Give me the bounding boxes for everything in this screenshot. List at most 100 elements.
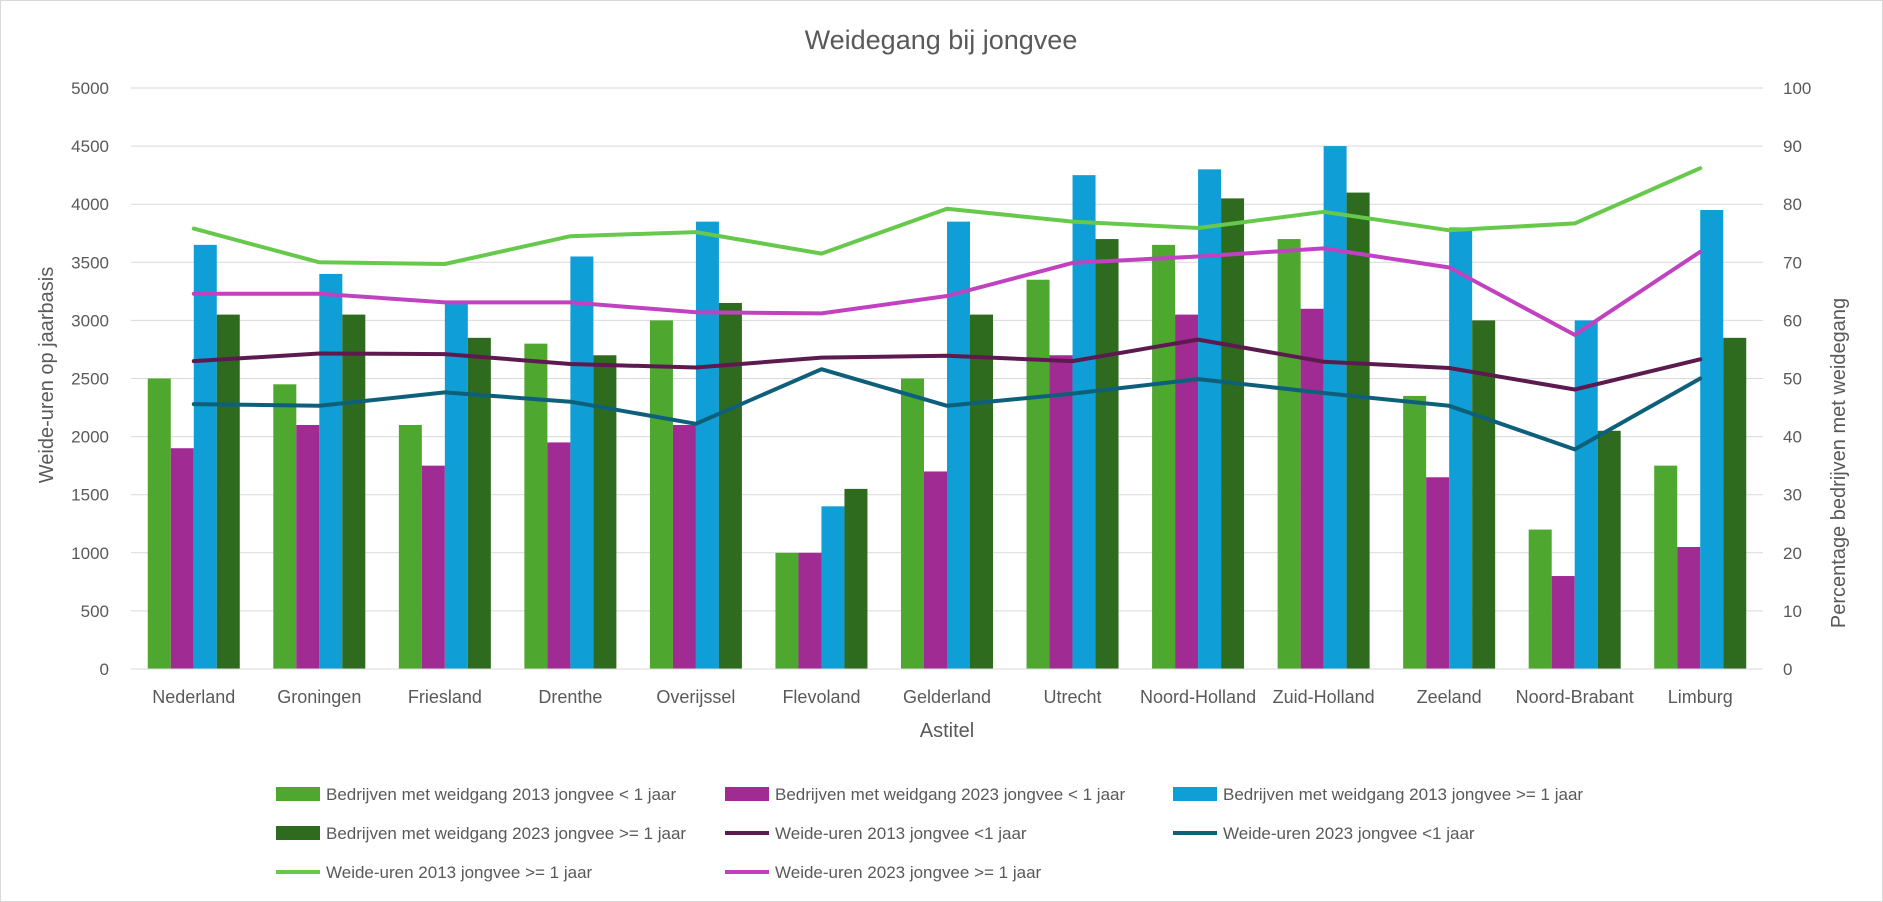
bar-2-zuid-holland (1300, 308, 1324, 669)
bar-1-noord-holland (1152, 244, 1176, 669)
bar-1-gelderland (901, 378, 924, 669)
bar-1-limburg (1654, 465, 1678, 669)
bar-3-groningen (319, 273, 343, 669)
bar-1-noord-brabant (1528, 529, 1552, 669)
bar-4-drenthe (593, 355, 617, 669)
right-tick-label: 50 (1783, 370, 1802, 389)
bar-3-overijssel (695, 221, 719, 669)
bar-2-zeeland (1426, 477, 1450, 669)
category-labels: Nederland Groningen Friesland Drenthe Overij… (152, 687, 1733, 707)
bar-2-utrecht (1049, 355, 1073, 669)
bar-4-overijssel (718, 302, 742, 669)
bar-1-friesland (398, 424, 422, 669)
bar-2-drenthe (547, 442, 571, 669)
right-tick-label: 20 (1783, 544, 1802, 563)
bar-2-groningen (296, 424, 320, 669)
legend-swatch (725, 787, 769, 801)
y-axis-title: Weide-uren op jaarbasis (36, 267, 58, 483)
right-tick-label: 60 (1783, 311, 1802, 330)
left-tick-label: 2500 (71, 370, 109, 389)
bar-4-zeeland (1472, 320, 1496, 669)
bar-layer (147, 146, 1747, 670)
bar-4-limburg (1723, 337, 1747, 669)
legend-swatch (1173, 787, 1217, 801)
bar-1-overijssel (649, 320, 673, 669)
bar-3-gelderland (947, 221, 970, 669)
left-tick-label: 1000 (71, 544, 109, 563)
bar-4-friesland (467, 337, 491, 669)
right-tick-label: 0 (1783, 660, 1792, 679)
right-tick-label: 90 (1783, 137, 1802, 156)
bar-3-limburg (1700, 210, 1724, 669)
legend-label: Weide-uren 2023 jongvee >= 1 jaar (775, 863, 1042, 882)
left-tick-label: 2000 (71, 428, 109, 447)
legend-label: Weide-uren 2013 jongvee <1 jaar (775, 824, 1027, 843)
legend-swatch (276, 826, 320, 840)
left-tick-label: 3500 (71, 253, 109, 272)
bar-3-noord-brabant (1574, 320, 1598, 669)
right-tick-label: 80 (1783, 195, 1802, 214)
left-tick-label: 500 (81, 602, 109, 621)
line-series-3 (191, 166, 1703, 266)
bar-2-noord-brabant (1551, 576, 1575, 669)
left-tick-label: 0 (100, 660, 109, 679)
left-tick-label: 1500 (71, 486, 109, 505)
bar-1-drenthe (524, 343, 548, 669)
legend: Bedrijven met weidgang 2013 jongvee < 1 … (276, 785, 1583, 882)
right-tick-label: 70 (1783, 253, 1802, 272)
bar-3-noord-holland (1198, 169, 1222, 669)
bar-3-drenthe (570, 256, 594, 669)
category-label: Drenthe (538, 687, 602, 707)
left-axis-ticks: 0 500 1000 1500 2000 2500 3000 3500 4000 4500 5000 (71, 79, 109, 679)
category-label: Limburg (1668, 687, 1733, 707)
category-label: Overijssel (656, 687, 735, 707)
left-tick-label: 5000 (71, 79, 109, 98)
left-tick-label: 4000 (71, 195, 109, 214)
bar-2-flevoland (798, 552, 822, 669)
bar-4-flevoland (844, 488, 868, 669)
category-label: Gelderland (903, 687, 991, 707)
bar-4-groningen (342, 314, 366, 669)
bar-2-gelderland (924, 471, 947, 669)
bar-3-zuid-holland (1323, 146, 1347, 670)
bar-2-overijssel (672, 424, 696, 669)
bar-4-zuid-holland (1346, 192, 1370, 669)
bar-3-friesland (444, 302, 468, 669)
y2-axis-title: Percentage bedrijven met weidegang (1828, 298, 1850, 628)
bar-3-nederland (193, 244, 217, 669)
line-layer (191, 166, 1703, 452)
category-label: Zuid-Holland (1273, 687, 1375, 707)
category-label: Zeeland (1417, 687, 1482, 707)
category-label: Noord-Brabant (1516, 687, 1634, 707)
bar-4-nederland (216, 314, 240, 669)
legend-label: Bedrijven met weidgang 2013 jongvee < 1 … (326, 785, 676, 804)
category-label: Nederland (152, 687, 235, 707)
bar-1-nederland (147, 378, 171, 669)
legend-swatch (276, 787, 320, 801)
bar-2-friesland (421, 465, 445, 669)
category-label: Groningen (277, 687, 361, 707)
legend-label: Bedrijven met weidgang 2013 jongvee >= 1… (1223, 785, 1583, 804)
legend-label: Bedrijven met weidgang 2023 jongvee >= 1… (326, 824, 686, 843)
category-label: Friesland (408, 687, 482, 707)
right-tick-label: 30 (1783, 486, 1802, 505)
bar-1-flevoland (775, 552, 799, 669)
bar-1-groningen (273, 384, 297, 669)
bar-3-utrecht (1072, 175, 1096, 669)
bar-4-noord-holland (1221, 198, 1245, 669)
bar-3-flevoland (821, 506, 845, 669)
line-series-4 (191, 246, 1703, 337)
bar-4-utrecht (1095, 239, 1119, 669)
bar-4-noord-brabant (1597, 430, 1621, 669)
bar-2-noord-holland (1175, 314, 1199, 669)
category-label: Utrecht (1044, 687, 1102, 707)
chart-title: Weidegang bij jongvee (805, 25, 1078, 55)
right-axis-ticks: 0 10 20 30 40 50 60 70 80 90 100 (1783, 79, 1811, 679)
legend-label: Weide-uren 2013 jongvee >= 1 jaar (326, 863, 593, 882)
category-label: Flevoland (782, 687, 860, 707)
right-tick-label: 10 (1783, 602, 1802, 621)
bar-2-limburg (1677, 546, 1701, 669)
legend-label: Bedrijven met weidgang 2023 jongvee < 1 … (775, 785, 1125, 804)
